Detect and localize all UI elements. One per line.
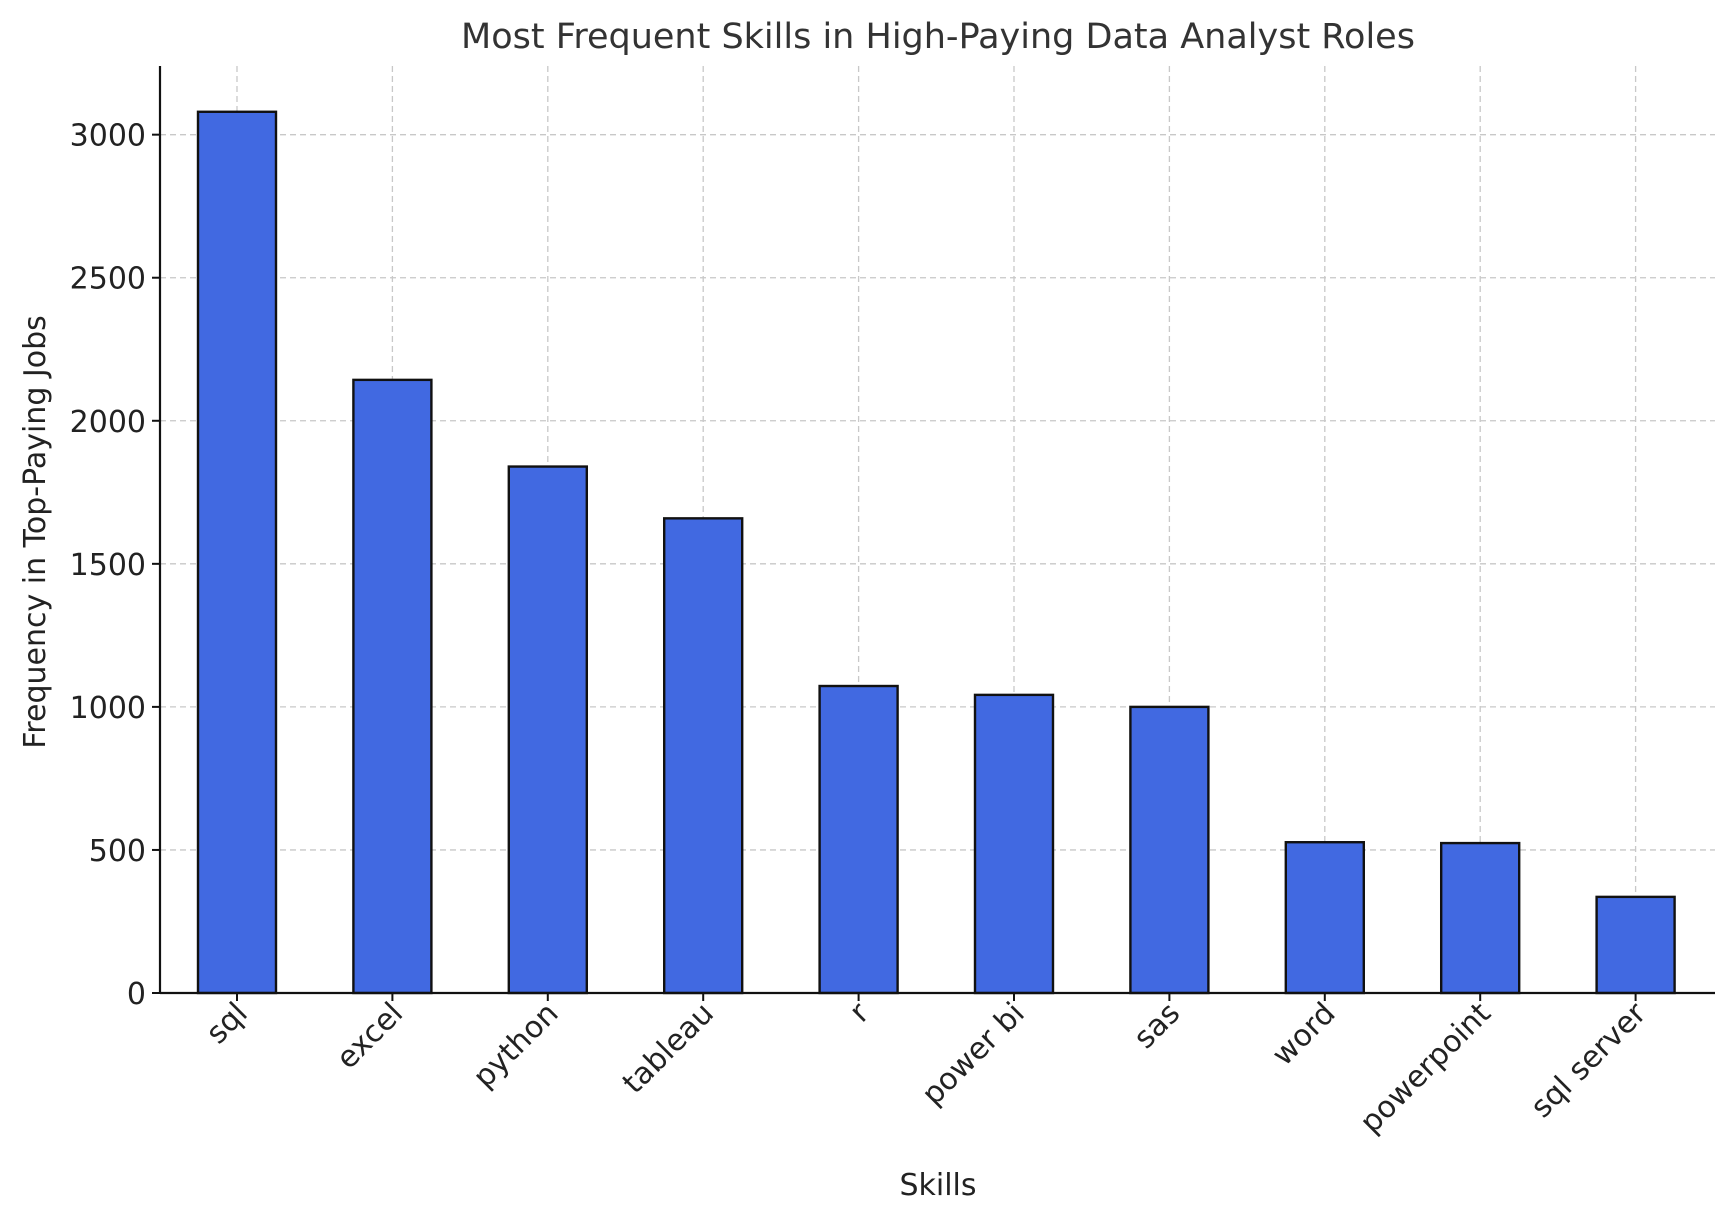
y-tick-label: 1000 [70, 691, 146, 726]
bars [196, 110, 1676, 995]
x-tick-label: powerpoint [1353, 996, 1498, 1141]
bar-powerpoint [1439, 841, 1521, 995]
bar-word [1284, 841, 1366, 995]
y-tick-label: 3000 [70, 119, 146, 154]
bar-excel [352, 378, 433, 995]
y-axis-label: Frequency in Top-Paying Jobs [18, 315, 53, 749]
y-tick-label: 2500 [70, 262, 146, 297]
y-tick-label: 500 [89, 834, 146, 869]
x-tick-label: python [466, 996, 565, 1095]
x-tick-label: power bi [915, 996, 1031, 1112]
x-axis-label: Skills [899, 1168, 976, 1203]
x-tick-label: sas [1127, 996, 1187, 1056]
bar-tableau [663, 517, 744, 995]
x-tick-label: sql [199, 996, 254, 1051]
bar-sql-server [1595, 895, 1676, 995]
x-tick-label: sql server [1524, 995, 1654, 1125]
bar-sql [196, 110, 278, 995]
y-tick-label: 0 [127, 977, 146, 1012]
bar-python [507, 465, 588, 995]
x-tick-label: r [843, 995, 877, 1029]
x-tick-label: word [1266, 996, 1343, 1073]
bar-sas [1129, 705, 1210, 995]
y-tick-label: 2000 [70, 405, 146, 440]
axes [152, 66, 1715, 1001]
x-tick-label: tableau [616, 996, 721, 1101]
bar-power-bi [973, 693, 1055, 995]
chart-title: Most Frequent Skills in High-Paying Data… [461, 17, 1415, 57]
y-tick-label: 1500 [70, 548, 146, 583]
bar-r [818, 684, 899, 995]
x-tick-label: excel [330, 996, 410, 1076]
